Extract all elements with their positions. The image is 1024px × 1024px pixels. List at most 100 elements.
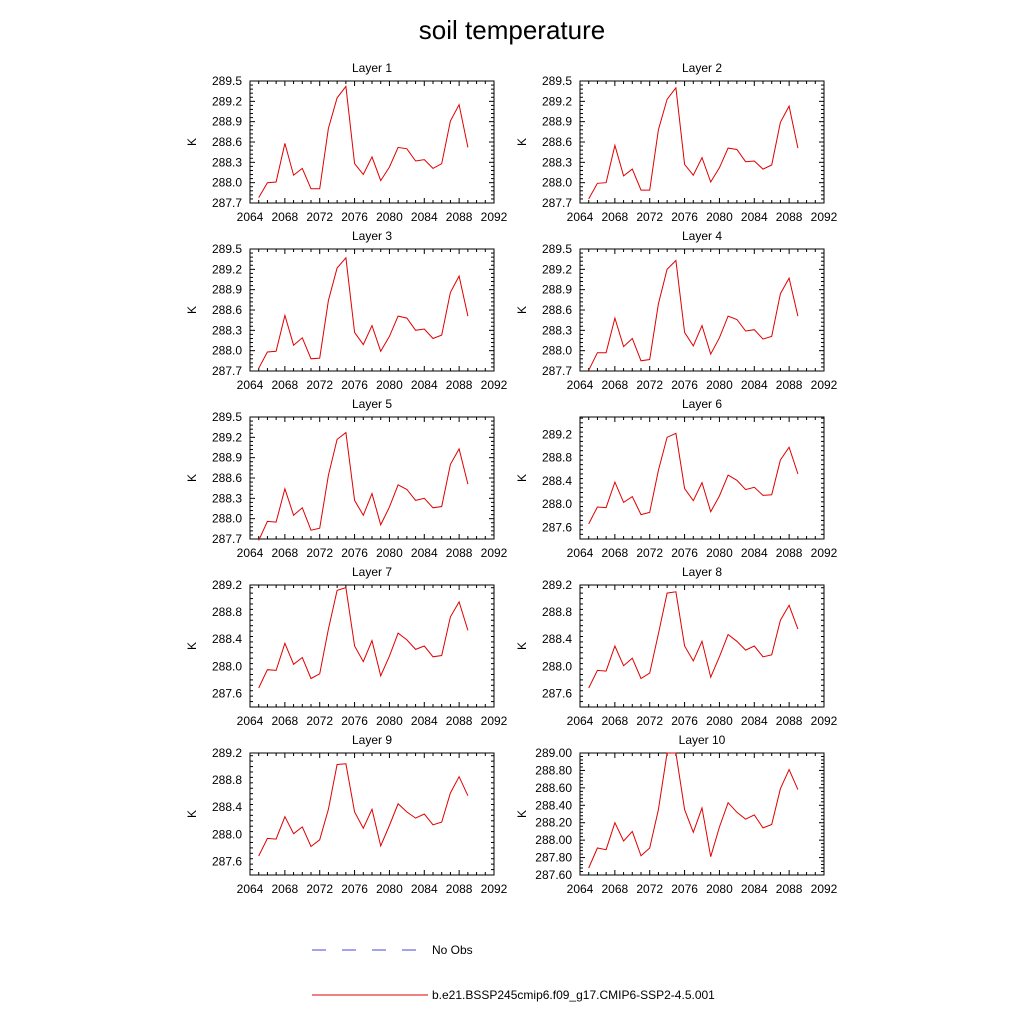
- y-tick-label: 288.9: [542, 115, 572, 129]
- y-axis-label: K: [185, 810, 199, 818]
- y-axis-label: K: [185, 642, 199, 650]
- y-tick-label: 288.6: [212, 471, 242, 485]
- x-tick-label: 2084: [411, 882, 438, 896]
- plot-frame: [249, 248, 495, 372]
- x-tick-label: 2080: [706, 546, 733, 560]
- x-tick-label: 2084: [741, 546, 768, 560]
- y-tick-label: 289.00: [535, 746, 572, 760]
- y-tick-label: 287.80: [535, 851, 572, 865]
- x-tick-label: 2068: [602, 210, 629, 224]
- x-tick-label: 2088: [776, 378, 803, 392]
- x-tick-label: 2068: [602, 882, 629, 896]
- plot-frame: [249, 584, 495, 708]
- x-tick-label: 2080: [706, 714, 733, 728]
- panel-layer-8: Layer 8 K 2064 2068 2072 2076 2080 2084 2088 2092…: [515, 565, 838, 728]
- x-tick-label: 2068: [272, 210, 299, 224]
- y-tick-label: 288.80: [535, 763, 572, 777]
- y-axis-label: K: [515, 810, 529, 818]
- y-tick-label: 288.0: [542, 497, 572, 511]
- y-tick-label: 287.7: [212, 196, 242, 210]
- y-tick-label: 288.60: [535, 781, 572, 795]
- panel-layer-3: Layer 3 K 2064 2068 2072 2076 2080 2084 2088 2092…: [185, 229, 508, 392]
- y-tick-label: 288.4: [542, 474, 572, 488]
- x-tick-label: 2072: [306, 210, 333, 224]
- panel-title: Layer 4: [682, 229, 722, 243]
- y-tick-label: 288.6: [542, 135, 572, 149]
- x-tick-label: 2084: [741, 378, 768, 392]
- panel-title: Layer 9: [352, 733, 392, 747]
- x-tick-label: 2068: [272, 546, 299, 560]
- x-tick-label: 2064: [237, 210, 264, 224]
- x-tick-label: 2088: [446, 546, 473, 560]
- series-line-layer-8: [588, 591, 799, 689]
- panel-layer-2: Layer 2 K 2064 2068 2072 2076 2080 2084 2088 2092…: [515, 61, 838, 224]
- y-tick-label: 288.0: [212, 659, 242, 673]
- x-tick-label: 2064: [237, 882, 264, 896]
- x-tick-label: 2092: [481, 714, 508, 728]
- x-tick-label: 2076: [341, 714, 368, 728]
- x-tick-label: 2068: [272, 882, 299, 896]
- y-tick-label: 287.6: [542, 686, 572, 700]
- x-tick-label: 2084: [411, 378, 438, 392]
- x-tick-label: 2088: [446, 378, 473, 392]
- x-tick-label: 2088: [776, 210, 803, 224]
- x-tick-label: 2072: [306, 378, 333, 392]
- plot-frame: [579, 752, 825, 876]
- panel-layer-1: Layer 1 K 2064 2068 2072 2076 2080 2084 2088 2092…: [185, 61, 508, 224]
- y-axis-label: K: [185, 306, 199, 314]
- series-line-layer-9: [258, 763, 469, 857]
- x-tick-label: 2072: [636, 378, 663, 392]
- y-tick-label: 289.2: [542, 94, 572, 108]
- y-tick-label: 288.6: [212, 135, 242, 149]
- y-tick-label: 288.0: [542, 659, 572, 673]
- x-tick-label: 2072: [636, 210, 663, 224]
- x-tick-label: 2064: [567, 546, 594, 560]
- x-tick-label: 2092: [811, 378, 838, 392]
- x-tick-label: 2092: [811, 546, 838, 560]
- y-tick-label: 287.7: [542, 196, 572, 210]
- figure-title: soil temperature: [419, 15, 605, 45]
- x-tick-label: 2080: [706, 882, 733, 896]
- x-tick-label: 2068: [272, 378, 299, 392]
- series-line-layer-7: [258, 587, 469, 689]
- y-tick-label: 288.4: [542, 632, 572, 646]
- y-tick-label: 288.3: [212, 491, 242, 505]
- x-tick-label: 2080: [376, 210, 403, 224]
- x-tick-label: 2076: [341, 882, 368, 896]
- x-tick-label: 2080: [376, 546, 403, 560]
- series-line-layer-3: [258, 256, 469, 369]
- y-tick-label: 287.7: [212, 364, 242, 378]
- y-tick-label: 288.6: [542, 303, 572, 317]
- panel-title: Layer 6: [682, 397, 722, 411]
- panel-title: Layer 3: [352, 229, 392, 243]
- x-tick-label: 2072: [636, 882, 663, 896]
- y-axis-label: K: [185, 474, 199, 482]
- x-tick-label: 2072: [306, 546, 333, 560]
- y-tick-label: 287.60: [535, 868, 572, 882]
- x-tick-label: 2072: [636, 546, 663, 560]
- x-tick-label: 2084: [741, 210, 768, 224]
- y-tick-label: 289.2: [212, 746, 242, 760]
- plot-frame: [579, 80, 825, 204]
- panel-grid: Layer 1 K 2064 2068 2072 2076 2080 2084 2088 2092…: [185, 61, 838, 896]
- y-tick-label: 289.5: [542, 242, 572, 256]
- x-tick-label: 2088: [776, 546, 803, 560]
- y-axis-label: K: [515, 306, 529, 314]
- panel-layer-6: Layer 6 K 2064 2068 2072 2076 2080 2084 2088 2092…: [515, 397, 838, 560]
- y-tick-label: 288.9: [212, 451, 242, 465]
- y-tick-label: 289.5: [212, 410, 242, 424]
- plot-frame: [579, 584, 825, 708]
- y-tick-label: 288.3: [212, 323, 242, 337]
- y-axis-label: K: [515, 138, 529, 146]
- x-tick-label: 2092: [481, 882, 508, 896]
- x-tick-label: 2076: [341, 378, 368, 392]
- x-tick-label: 2064: [567, 882, 594, 896]
- panel-title: Layer 7: [352, 565, 392, 579]
- panel-title: Layer 1: [352, 61, 392, 75]
- y-tick-label: 289.5: [212, 74, 242, 88]
- y-tick-label: 289.2: [542, 262, 572, 276]
- y-tick-label: 288.3: [542, 155, 572, 169]
- y-tick-label: 288.0: [542, 176, 572, 190]
- y-tick-label: 289.2: [212, 578, 242, 592]
